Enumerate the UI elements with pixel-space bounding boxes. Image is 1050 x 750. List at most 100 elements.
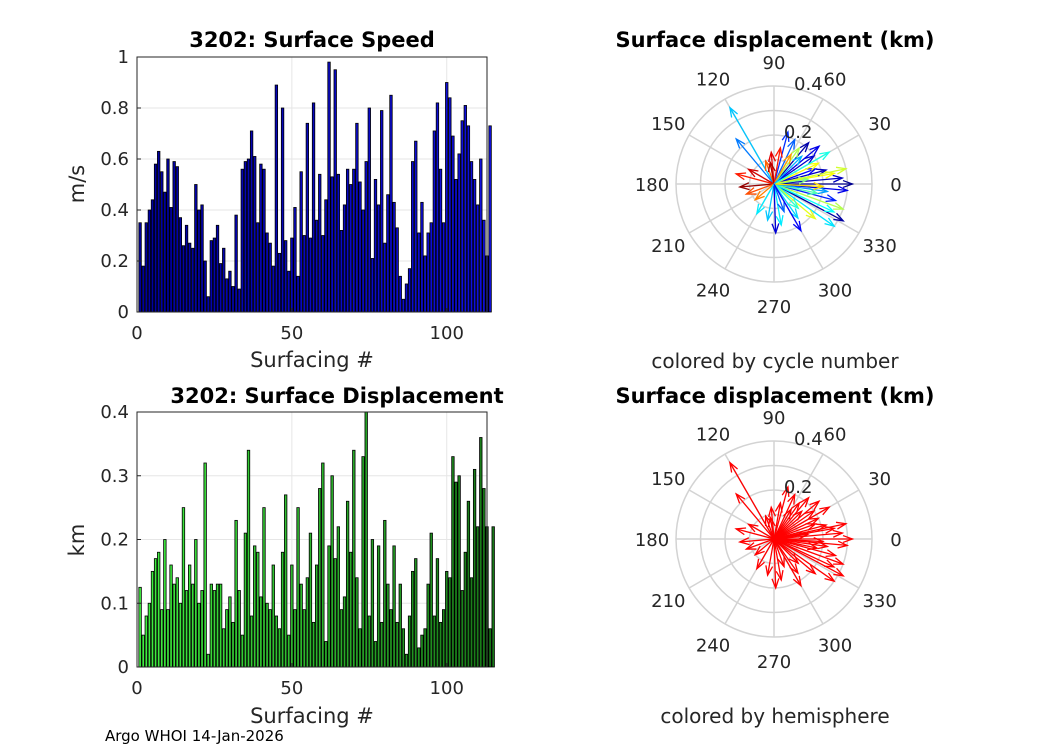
polar-cycle-vector-shaft [748,168,775,185]
polar-cycle-vector-head [755,203,765,216]
polar-cycle-vector [773,141,810,185]
speed-bar [311,102,316,313]
polar-hemisphere-vector [773,492,796,540]
speed-bar [324,199,328,313]
polar-hemisphere-vector-head [809,499,821,511]
displacement-bar [411,570,415,668]
polar-cycle-vector-shaft [773,168,847,185]
speed-bar [256,222,260,313]
polar-cycle-vector-shaft [739,183,775,188]
displacement-bar [284,494,288,668]
polar-cycle-vector-head [753,190,765,201]
displacement-bar [441,609,446,668]
polar-cycle-radius-label: 0.4 [794,74,823,95]
polar-cycle-vector [773,154,816,185]
polar-hemisphere-vector-head [753,545,765,556]
displacement-bar [463,551,467,668]
displacement-bar [361,456,365,668]
displacement-ytick-label: 0.1 [100,593,129,614]
speed-bar [203,260,207,313]
polar-hemisphere-vector-head [767,505,777,518]
displacement-bar [169,564,173,668]
polar-hemisphere-vector [774,534,855,544]
speed-bar [345,168,350,313]
polar-cycle-vector [744,183,775,195]
polar-cycle-vector-head [792,220,802,233]
speed-bar [206,296,210,313]
displacement-bar [426,583,430,668]
polar-cycle-vector-head [744,187,757,195]
displacement-bar [147,602,152,668]
speed-bar [234,214,238,313]
polar-hemisphere-vector-head [765,565,774,578]
displacement-bar [234,519,238,668]
polar-cycle-angle-label: 270 [757,297,791,318]
displacement-bar [342,596,347,668]
speed-bar [364,161,368,313]
speed-ytick-label: 1 [118,47,129,68]
polar-hemisphere-angle-label: 300 [818,636,852,657]
displacement-bar [302,609,306,668]
polar-hemisphere-vector-shaft [773,538,844,565]
displacement-bar [305,577,309,668]
polar-cycle-vector-head [833,202,845,210]
speed-bar [435,102,440,313]
speed-bar [290,237,294,313]
displacement-bar [160,609,164,668]
polar-cycle-vector-shaft [754,183,775,201]
speed-bar [417,232,421,313]
polar-cycle-vector-head [734,137,746,149]
polar-cycle-vector-head [790,146,801,158]
polar-cycle-radius-label: 0.2 [784,122,813,143]
displacement-bar [296,507,300,668]
polar-hemisphere-vector-shaft [773,538,828,548]
polar-hemisphere-vector [773,517,821,540]
polar-cycle-vector [771,183,780,235]
polar-cycle-vector-head [734,172,747,181]
speed-bar [277,252,282,313]
speed-bar [268,242,272,313]
speed-bar [482,219,486,313]
speed-bar [401,298,406,313]
polar-hemisphere-vector-head [783,507,793,520]
displacement-bar [231,621,235,668]
polar-cycle-angle-label: 30 [868,114,891,135]
polar-hemisphere-vector-head [805,523,818,531]
polar-hemisphere-vector [773,507,793,540]
polar-cycle-vector-shaft [766,183,775,221]
displacement-bar [321,462,325,668]
polar-hemisphere-angle-label: 0 [890,530,901,551]
polar-hemisphere-vector-head [737,537,750,546]
polar-hemisphere-vector [773,538,800,565]
speed-bar [383,242,387,313]
displacement-bar [253,545,257,668]
displacement-bar [488,628,492,668]
speed-bar [370,258,375,313]
speed-bar [466,125,471,313]
displacement-bar [404,653,409,668]
polar-hemisphere-vector-head [781,485,790,497]
polar-cycle-vector-head [728,105,738,118]
speed-bar [284,240,288,313]
polar-hemisphere-vector-head [755,558,765,571]
speed-xtick-label: 50 [280,323,303,344]
displacement-bar [271,564,275,668]
speed-bar [438,168,443,313]
displacement-bar [184,590,189,668]
polar-hemisphere-vector [773,506,831,540]
surface-displacement-chart: 3202: Surface Displacement Surfacing # k… [65,384,504,728]
speed-bar [302,235,306,313]
speed-bar [231,286,235,313]
polar-cycle-vector-shaft [765,160,775,185]
speed-xlabel: Surfacing # [250,348,374,372]
displacement-bar [482,488,486,668]
polar-hemisphere-vector-head [777,556,785,569]
displacement-bar [262,507,266,668]
polar-cycle-vector-shaft [773,147,782,185]
polar-cycle-vector [753,183,775,201]
speed-bar [262,168,266,313]
displacement-bar [311,621,316,668]
polar-hemisphere-labels: 0 30 60 90 120 150 180 210 240 270 300 330 0.2 0.4 [635,408,902,673]
displacement-bar [355,577,359,668]
speed-title: 3202: Surface Speed [189,28,435,52]
